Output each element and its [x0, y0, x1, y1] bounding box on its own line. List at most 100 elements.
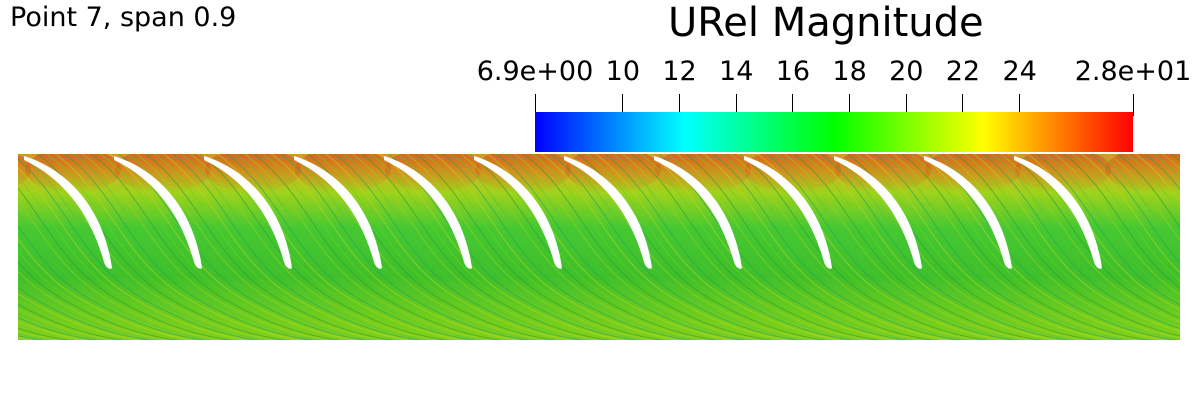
streamline: [360, 154, 611, 340]
streamline: [540, 154, 791, 340]
streamline: [234, 154, 485, 340]
streamline: [864, 154, 1115, 340]
streamline: [774, 154, 1025, 340]
streamline: [873, 154, 1124, 340]
streamline: [1098, 154, 1180, 254]
streamline: [0, 150, 20, 345]
streamline: [1062, 154, 1180, 289]
streamline: [639, 154, 890, 340]
streamline: [162, 154, 413, 340]
streamline: [18, 211, 215, 340]
streamline: [792, 154, 1043, 340]
blade-profile: [744, 156, 832, 269]
blade-profile: [384, 156, 472, 269]
streamline: [18, 225, 206, 340]
streamline: [324, 154, 575, 340]
colorbar-tick-label: 16: [775, 56, 811, 87]
streamline: [72, 154, 323, 340]
streamline: [54, 154, 305, 340]
streamline: [747, 154, 998, 340]
streamline: [693, 154, 944, 340]
colorbar-tick-mark: [1132, 94, 1134, 116]
colorbar-tick-mark: [534, 94, 536, 116]
streamline: [765, 154, 1016, 340]
streamline: [585, 154, 836, 340]
streamline: [801, 154, 1052, 340]
colorbar-tick-label: 22: [945, 56, 981, 87]
streamline: [558, 154, 809, 340]
streamline: [972, 154, 1180, 332]
streamline: [495, 154, 746, 340]
streamline: [18, 298, 134, 340]
streamline: [819, 154, 1070, 340]
streamline: [1125, 154, 1180, 216]
streamline: [423, 154, 674, 340]
streamline: [18, 286, 152, 340]
colorbar-tick-mark: [1019, 94, 1021, 116]
streamline: [99, 154, 350, 340]
streamline: [630, 154, 881, 340]
streamline: [855, 154, 1106, 340]
streamline: [270, 154, 521, 340]
streamline: [1184, 150, 1200, 345]
streamline: [990, 154, 1180, 327]
streamline: [198, 154, 449, 340]
streamline: [414, 154, 665, 340]
colorbar-tick-label: 20: [889, 56, 924, 87]
streamline: [18, 154, 269, 340]
blade-profiles: [24, 156, 1102, 269]
streamline: [27, 154, 278, 340]
streamline: [405, 154, 656, 340]
colorbar-gradient: [535, 112, 1133, 152]
colorbar-tick-mark: [622, 94, 624, 116]
streamline: [702, 154, 953, 340]
blade-profile: [24, 156, 112, 269]
streamline: [261, 154, 512, 340]
streamline: [18, 270, 170, 340]
streamline: [1008, 154, 1180, 319]
blade-profile: [1014, 156, 1102, 269]
streamline: [531, 154, 782, 340]
colorbar-tick-mark: [792, 94, 794, 116]
colorbar-tick-mark: [849, 94, 851, 116]
streamline: [315, 154, 566, 340]
blade-profile: [654, 156, 742, 269]
streamline: [477, 154, 728, 340]
streamline: [351, 154, 602, 340]
streamline: [612, 154, 863, 340]
blade-profile: [294, 156, 382, 269]
streamline: [135, 154, 386, 340]
streamlines: [0, 150, 1200, 345]
streamline: [468, 154, 719, 340]
streamline: [45, 154, 296, 340]
streamline: [1134, 154, 1180, 203]
blade-profile: [924, 156, 1012, 269]
blade-profile: [474, 156, 562, 269]
streamline: [837, 154, 1088, 340]
colorbar-tick-label: 24: [1002, 56, 1037, 87]
streamline: [450, 154, 701, 340]
streamline: [1035, 154, 1180, 306]
colorbar-tick-mark: [962, 94, 964, 116]
streamline: [441, 154, 692, 340]
streamline: [0, 150, 2, 345]
streamline: [378, 154, 629, 340]
colorbar-title: URel Magnitude: [668, 0, 984, 46]
streamline: [1017, 154, 1180, 315]
streamline: [810, 154, 1061, 340]
streamline: [567, 154, 818, 340]
streamline: [1116, 154, 1180, 229]
streamline: [63, 154, 314, 340]
streamline: [18, 199, 224, 340]
streamline: [603, 154, 854, 340]
streamline: [279, 154, 530, 340]
streamline: [729, 154, 980, 340]
streamline: [225, 154, 476, 340]
streamline: [117, 154, 368, 340]
streamline: [459, 154, 710, 340]
streamline: [1193, 150, 1200, 345]
streamline: [81, 154, 332, 340]
streamline: [675, 154, 926, 340]
streamline: [1053, 154, 1180, 295]
streamline: [963, 154, 1180, 335]
